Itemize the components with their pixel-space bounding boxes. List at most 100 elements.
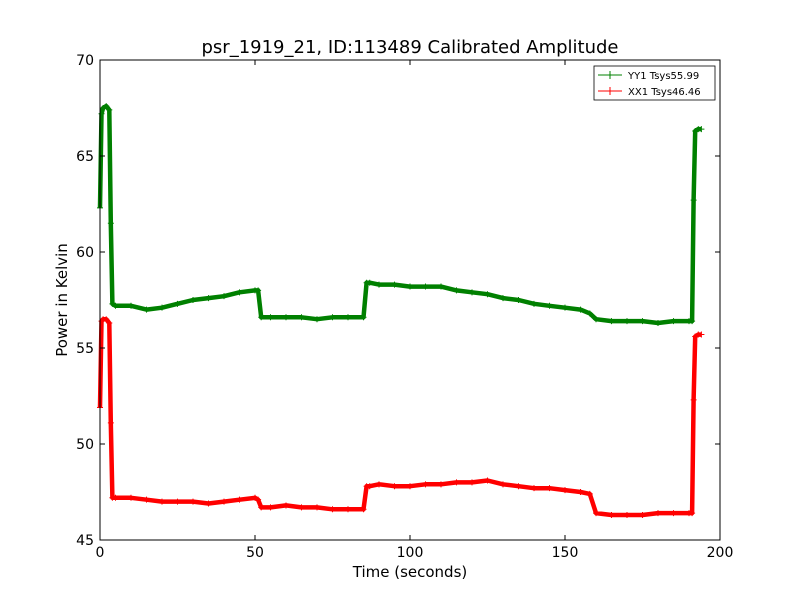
series-point bbox=[221, 498, 227, 505]
series-point bbox=[577, 306, 584, 313]
series-point bbox=[670, 510, 677, 517]
series-point bbox=[107, 220, 114, 227]
series-point bbox=[655, 510, 661, 517]
legend-marker bbox=[606, 71, 614, 79]
series-point bbox=[252, 494, 258, 501]
series-point bbox=[453, 287, 460, 294]
series-point bbox=[345, 506, 351, 513]
series-point bbox=[515, 483, 522, 490]
series-point bbox=[159, 304, 165, 311]
x-tick-label: 200 bbox=[707, 545, 734, 561]
legend-marker bbox=[606, 87, 614, 95]
series-point bbox=[298, 314, 305, 321]
y-tick-label: 60 bbox=[76, 245, 94, 261]
series-point bbox=[484, 291, 491, 298]
series-point bbox=[360, 314, 367, 321]
series-point bbox=[376, 281, 382, 288]
series-point bbox=[586, 490, 593, 497]
axis-ticks-group: 0 50 100 150 200 45 50 55 60 65 70 bbox=[76, 53, 733, 561]
series-point bbox=[698, 331, 705, 338]
series-point bbox=[562, 304, 568, 311]
series-point bbox=[159, 498, 165, 505]
series-point bbox=[391, 281, 398, 288]
series-point bbox=[484, 477, 491, 484]
series-point bbox=[469, 479, 475, 486]
series-line-1 bbox=[97, 316, 702, 518]
series-point bbox=[422, 481, 429, 488]
series-point bbox=[639, 512, 646, 519]
series-point bbox=[453, 479, 460, 486]
series-point bbox=[593, 316, 599, 323]
series-point bbox=[515, 297, 522, 303]
y-tick-label: 50 bbox=[76, 437, 94, 453]
series-point bbox=[236, 289, 243, 296]
chart-title: psr_1919_21, ID:113489 Calibrated Amplit… bbox=[201, 37, 618, 58]
series-point bbox=[692, 333, 699, 340]
series-point bbox=[624, 318, 630, 325]
series-point bbox=[255, 496, 262, 503]
series-point bbox=[531, 300, 537, 307]
series-point bbox=[205, 295, 212, 302]
legend: YY1 Tsys55.99 XX1 Tsys46.46 bbox=[593, 65, 716, 101]
series-point bbox=[500, 481, 506, 488]
legend-entry-label: YY1 Tsys55.99 bbox=[627, 71, 699, 82]
series-point bbox=[655, 320, 661, 327]
series-point bbox=[546, 485, 553, 492]
series-point bbox=[143, 496, 150, 503]
series-point bbox=[106, 320, 113, 327]
series-point bbox=[562, 487, 568, 494]
series-point bbox=[624, 512, 630, 519]
series-point bbox=[100, 105, 107, 111]
series-point bbox=[112, 494, 119, 501]
series-point bbox=[608, 318, 615, 325]
series-point bbox=[500, 295, 506, 302]
series-point bbox=[577, 489, 584, 495]
series-point bbox=[283, 314, 289, 321]
series-point bbox=[360, 506, 367, 513]
y-tick-label: 65 bbox=[76, 149, 94, 165]
series-point bbox=[329, 506, 336, 513]
series-point bbox=[438, 481, 444, 488]
y-tick-label: 70 bbox=[76, 53, 94, 69]
series-point bbox=[107, 419, 114, 426]
series-point bbox=[236, 496, 243, 503]
series-point bbox=[314, 316, 320, 323]
series-point bbox=[670, 318, 677, 325]
y-tick-label: 55 bbox=[76, 341, 94, 357]
series-point bbox=[608, 512, 615, 519]
series-point bbox=[438, 283, 444, 290]
series-point bbox=[593, 510, 599, 517]
x-tick-label: 100 bbox=[397, 545, 424, 561]
series-point bbox=[258, 504, 265, 511]
legend-box bbox=[593, 65, 716, 101]
series-point bbox=[692, 128, 699, 135]
series-point bbox=[190, 297, 196, 303]
plot-series-group bbox=[97, 103, 705, 519]
series-point bbox=[267, 314, 274, 321]
series-point bbox=[531, 485, 537, 492]
y-axis-label: Power in Kelvin bbox=[53, 243, 71, 357]
series-point bbox=[128, 302, 134, 309]
series-point bbox=[690, 396, 697, 403]
series-point bbox=[376, 481, 382, 488]
series-point bbox=[391, 483, 398, 490]
series-point bbox=[255, 287, 262, 294]
series-point bbox=[690, 197, 697, 204]
series-point bbox=[143, 306, 150, 313]
series-point bbox=[267, 504, 274, 511]
series-line-0 bbox=[97, 103, 702, 326]
series-point bbox=[366, 483, 373, 490]
series-point bbox=[174, 300, 181, 307]
series-point bbox=[205, 500, 212, 507]
y-tick-label: 45 bbox=[76, 533, 94, 549]
series-point bbox=[639, 318, 646, 325]
series-point bbox=[103, 316, 110, 323]
series-point bbox=[106, 106, 113, 113]
series-point bbox=[422, 283, 429, 290]
series-point bbox=[586, 310, 593, 317]
x-tick-label: 0 bbox=[96, 545, 105, 561]
series-point bbox=[298, 504, 305, 511]
series-point bbox=[345, 314, 351, 321]
series-point bbox=[174, 498, 181, 505]
x-axis-label: Time (seconds) bbox=[352, 563, 468, 581]
